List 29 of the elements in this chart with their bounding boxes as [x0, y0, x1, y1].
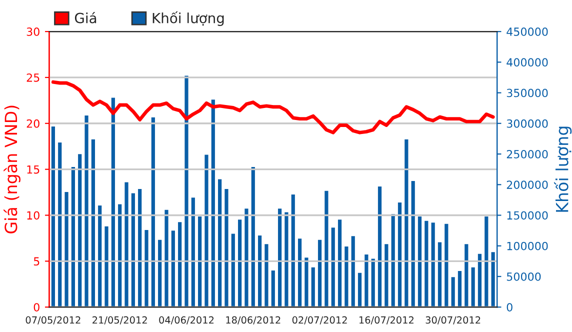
y-tick-label: 30: [26, 28, 40, 36]
x-tick-label: 07/05/2012: [26, 316, 80, 324]
y-tick-label: 10: [27, 211, 40, 220]
y2-tick-label: 300000: [506, 119, 548, 128]
y-tick-label: 15: [27, 165, 40, 174]
y2-tick-label: 100000: [507, 242, 548, 250]
x-tick-label: 16/07/2012: [359, 316, 414, 324]
x-tick-label: 04/06/2012: [159, 316, 214, 324]
y2-tick-label: 200000: [506, 180, 548, 190]
x-tick-label: 21/05/2012: [92, 316, 147, 324]
y2-tick-label: 150000: [507, 211, 548, 220]
y-axis-title: Giá (ngàn VND): [4, 106, 20, 234]
y2-tick-label: 250000: [506, 150, 548, 158]
legend-label: Khối lượng: [152, 11, 224, 26]
y2-tick-label: 0: [506, 303, 512, 312]
y2-axis-title: Khối lượng: [554, 126, 572, 212]
y2-tick-label: 350000: [506, 88, 548, 98]
y-tick-label: 5: [34, 257, 40, 266]
line-series: [51, 80, 495, 134]
x-tick-label: 02/07/2012: [292, 316, 347, 324]
y2-tick-label: 50000: [506, 272, 541, 281]
y2-tick-label: 450000: [506, 28, 548, 36]
y2-tick-label: 400000: [506, 58, 548, 67]
x-tick-label: 30/07/2012: [426, 316, 480, 324]
y-tick-label: 0: [34, 303, 40, 312]
y-tick-label: 25: [26, 73, 40, 82]
x-tick-label: 18/06/2012: [226, 316, 280, 324]
y-tick-label: 20: [26, 119, 40, 128]
legend-label: Giá: [74, 12, 96, 24]
